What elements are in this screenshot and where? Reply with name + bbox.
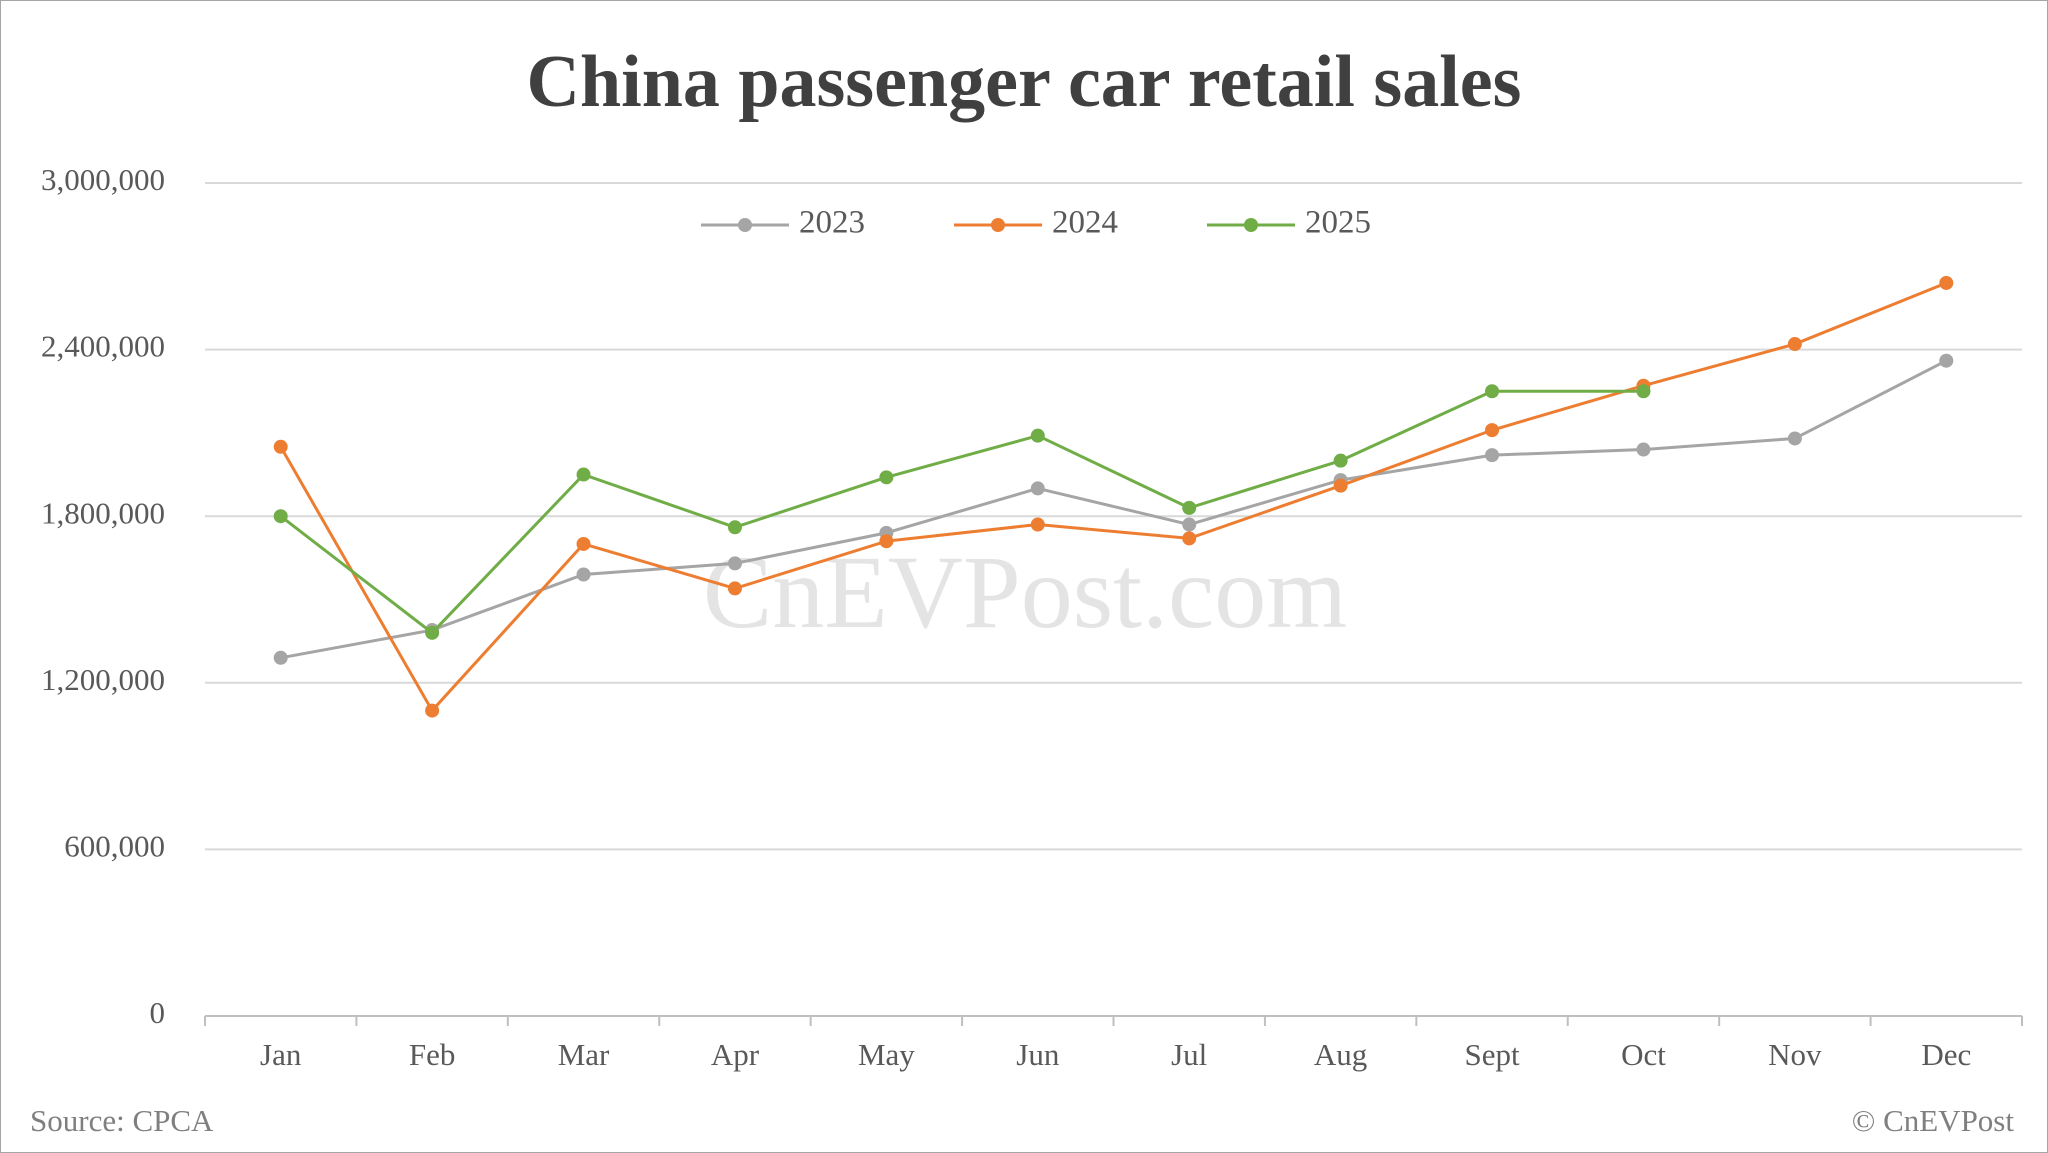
data-point xyxy=(1636,442,1651,457)
x-tick-label: Sept xyxy=(1464,1037,1520,1072)
data-point xyxy=(1939,353,1954,368)
data-point xyxy=(1030,517,1045,532)
x-tick-label: Mar xyxy=(558,1037,610,1072)
x-tick-label: Jun xyxy=(1016,1037,1060,1072)
data-point xyxy=(1787,337,1802,352)
data-point xyxy=(1182,531,1197,546)
x-tick-label: Nov xyxy=(1768,1037,1822,1072)
chart-title: China passenger car retail sales xyxy=(527,41,1522,123)
x-tick-label: Oct xyxy=(1621,1037,1666,1072)
legend-label: 2025 xyxy=(1305,205,1371,241)
data-point xyxy=(576,536,591,551)
y-tick-label: 600,000 xyxy=(64,829,165,864)
data-point xyxy=(1030,481,1045,496)
data-point xyxy=(727,520,742,535)
legend-marker xyxy=(738,218,752,232)
data-point xyxy=(879,534,894,549)
y-tick-label: 3,000,000 xyxy=(41,162,165,197)
y-tick-label: 1,200,000 xyxy=(41,662,165,697)
source: Source: CPCA xyxy=(30,1103,214,1138)
copyright: © CnEVPost xyxy=(1852,1103,2015,1138)
data-point xyxy=(273,650,288,665)
series-line xyxy=(279,389,1644,635)
y-tick-label: 2,400,000 xyxy=(41,329,165,364)
data-point xyxy=(879,470,894,485)
data-point xyxy=(1485,448,1500,463)
data-point xyxy=(1030,428,1045,443)
data-point xyxy=(1182,517,1197,532)
data-point xyxy=(273,509,288,524)
y-tick-label: 0 xyxy=(150,995,166,1030)
data-point xyxy=(425,703,440,718)
data-point xyxy=(273,439,288,454)
x-tick-label: Apr xyxy=(711,1037,760,1072)
legend-label: 2023 xyxy=(799,205,865,241)
series-line xyxy=(280,359,1947,660)
data-point xyxy=(727,556,742,571)
data-point xyxy=(1333,453,1348,468)
legend-marker xyxy=(1244,218,1258,232)
data-point xyxy=(1485,384,1500,399)
watermark: CnEVPost.com xyxy=(703,535,1347,650)
x-tick-label: Jul xyxy=(1171,1037,1207,1072)
x-tick-label: May xyxy=(858,1037,915,1072)
x-tick-label: Jan xyxy=(260,1037,302,1072)
data-point xyxy=(1636,384,1651,399)
data-point xyxy=(576,567,591,582)
data-point xyxy=(727,581,742,596)
x-tick-label: Aug xyxy=(1314,1037,1367,1072)
data-point xyxy=(1787,431,1802,446)
data-point xyxy=(576,467,591,482)
x-tick-label: Feb xyxy=(409,1037,456,1072)
data-point xyxy=(1939,275,1954,290)
legend-marker xyxy=(991,218,1005,232)
legend-label: 2024 xyxy=(1052,205,1118,241)
y-tick-label: 1,800,000 xyxy=(41,495,165,530)
data-point xyxy=(1333,478,1348,493)
series-line xyxy=(279,281,1947,714)
data-point xyxy=(1485,423,1500,438)
x-tick-label: Dec xyxy=(1921,1037,1971,1072)
data-point xyxy=(425,625,440,640)
data-point xyxy=(1182,500,1197,515)
